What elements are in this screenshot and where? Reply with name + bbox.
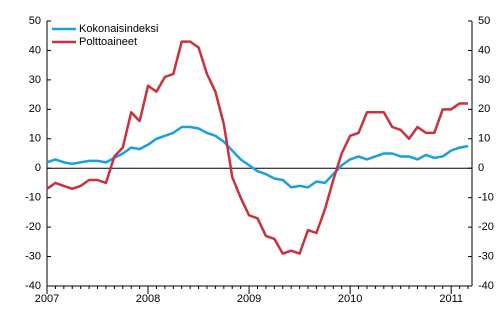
y2-tick-label: -20 [478, 221, 494, 233]
legend-label: Polttoaineet [79, 36, 137, 48]
y2-tick-label: -40 [478, 280, 494, 292]
y2-tick-label: 30 [478, 74, 490, 86]
y-tick-label: 40 [29, 44, 41, 56]
y-tick-label: 30 [29, 74, 41, 86]
y2-tick-label: 0 [478, 162, 484, 174]
x-tick-label: 2011 [439, 293, 463, 305]
y2-tick-label: 50 [478, 15, 490, 27]
y-tick-label: -30 [25, 250, 41, 262]
x-tick-label: 2010 [338, 293, 362, 305]
y-tick-label: -10 [25, 192, 41, 204]
y-tick-label: -20 [25, 221, 41, 233]
y-tick-label: 50 [29, 15, 41, 27]
y2-tick-label: 20 [478, 103, 490, 115]
y2-tick-label: 40 [478, 44, 490, 56]
y-tick-label: -40 [25, 280, 41, 292]
series-line [46, 40, 468, 255]
x-tick-label: 2008 [136, 293, 160, 305]
y2-tick-label: 10 [478, 133, 490, 145]
legend-label: Kokonaisindeksi [79, 23, 159, 35]
x-tick-label: 2007 [35, 293, 59, 305]
y-tick-label: 10 [29, 133, 41, 145]
y-tick-label: 0 [35, 162, 41, 174]
x-tick-label: 2009 [237, 293, 261, 305]
y2-tick-label: -30 [478, 250, 494, 262]
series-line [46, 125, 469, 189]
y2-tick-label: -10 [478, 192, 494, 204]
y-tick-label: 20 [29, 103, 41, 115]
